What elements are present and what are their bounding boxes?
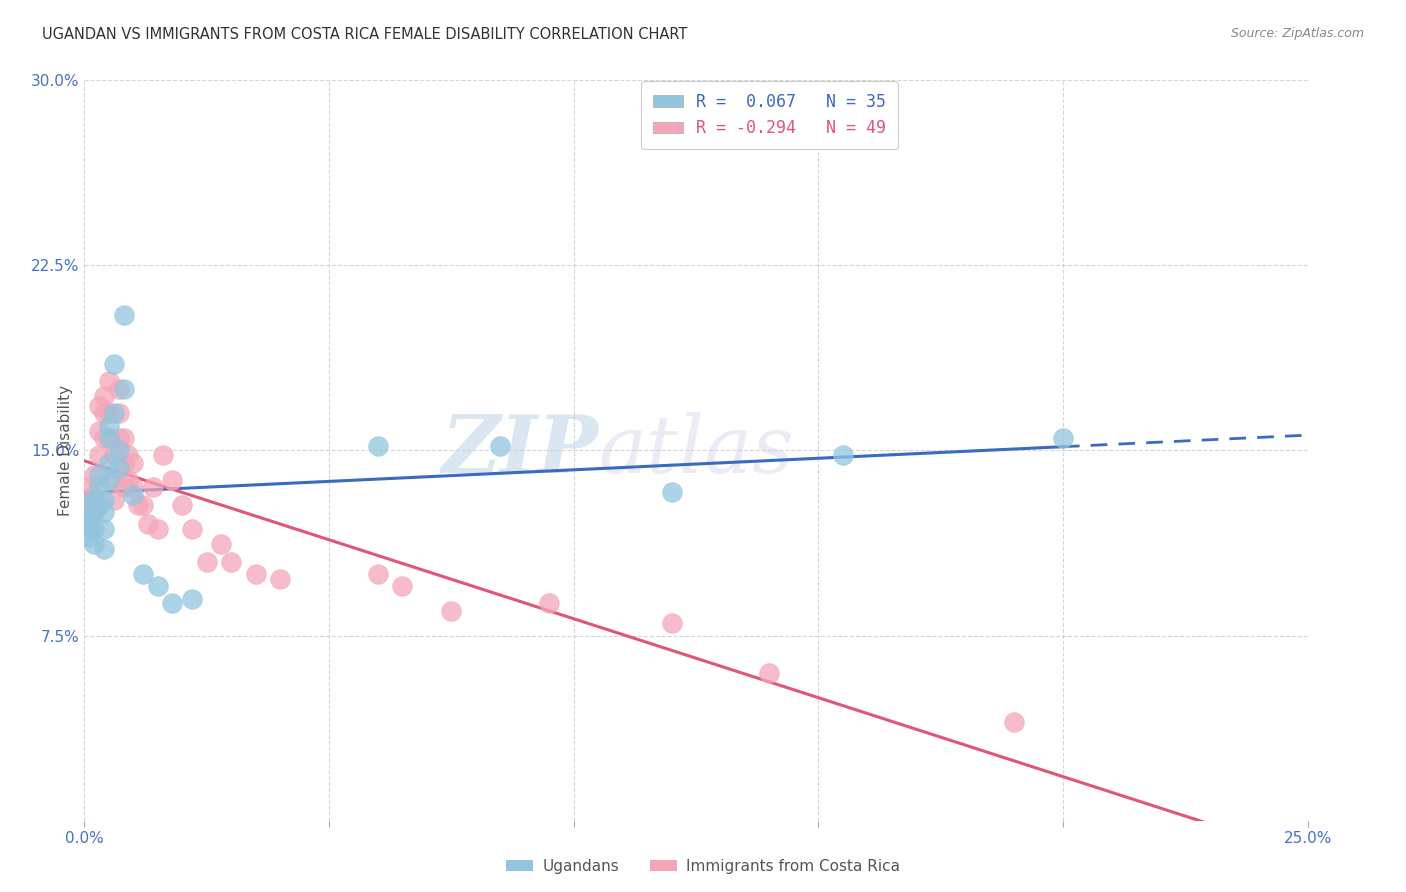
Point: [136, 517, 159, 532]
Point: [117, 449, 139, 463]
Point: [83, 492, 105, 507]
Point: [77, 517, 100, 532]
Text: ZIP: ZIP: [441, 412, 598, 489]
Point: [77, 498, 100, 512]
Point: [146, 523, 169, 537]
Point: [162, 597, 184, 611]
Point: [112, 480, 135, 494]
Point: [77, 530, 100, 544]
Point: [367, 566, 389, 581]
Point: [127, 498, 149, 512]
Point: [103, 357, 125, 371]
Point: [107, 443, 129, 458]
Point: [132, 566, 155, 581]
Point: [107, 407, 129, 421]
Point: [758, 665, 780, 680]
Point: [97, 473, 120, 487]
Point: [538, 597, 561, 611]
Point: [181, 591, 204, 606]
Point: [93, 389, 115, 403]
Point: [103, 449, 125, 463]
Point: [146, 579, 169, 593]
Point: [152, 449, 174, 463]
Point: [77, 480, 100, 494]
Point: [83, 523, 105, 537]
Text: Source: ZipAtlas.com: Source: ZipAtlas.com: [1230, 27, 1364, 40]
Point: [142, 480, 165, 494]
Point: [162, 473, 184, 487]
Point: [97, 407, 120, 421]
Point: [97, 431, 120, 445]
Point: [122, 488, 145, 502]
Text: atlas: atlas: [598, 412, 793, 489]
Point: [172, 498, 194, 512]
Point: [107, 431, 129, 445]
Point: [181, 523, 204, 537]
Point: [83, 488, 105, 502]
Point: [93, 492, 115, 507]
Point: [391, 579, 413, 593]
Point: [132, 498, 155, 512]
Point: [93, 431, 115, 445]
Point: [97, 418, 120, 433]
Point: [83, 505, 105, 519]
Point: [93, 542, 115, 557]
Point: [103, 473, 125, 487]
Point: [112, 456, 135, 470]
Point: [97, 456, 120, 470]
Point: [87, 449, 110, 463]
Point: [93, 407, 115, 421]
Point: [97, 375, 120, 389]
Point: [77, 512, 100, 526]
Point: [112, 431, 135, 445]
Text: UGANDAN VS IMMIGRANTS FROM COSTA RICA FEMALE DISABILITY CORRELATION CHART: UGANDAN VS IMMIGRANTS FROM COSTA RICA FE…: [42, 27, 688, 42]
Point: [83, 468, 105, 483]
Point: [93, 523, 115, 537]
Point: [367, 438, 389, 452]
Point: [489, 438, 512, 452]
Point: [112, 308, 135, 322]
Point: [107, 382, 129, 396]
Point: [269, 572, 291, 586]
Point: [245, 566, 267, 581]
Point: [1052, 431, 1074, 445]
Point: [112, 382, 135, 396]
Point: [77, 498, 100, 512]
Point: [93, 505, 115, 519]
Point: [87, 468, 110, 483]
Point: [87, 399, 110, 413]
Point: [87, 498, 110, 512]
Point: [83, 537, 105, 551]
Point: [87, 480, 110, 494]
Point: [83, 505, 105, 519]
Point: [195, 555, 218, 569]
Point: [77, 523, 100, 537]
Point: [103, 492, 125, 507]
Point: [103, 407, 125, 421]
Legend: R =  0.067   N = 35, R = -0.294   N = 49: R = 0.067 N = 35, R = -0.294 N = 49: [641, 81, 897, 149]
Point: [440, 604, 463, 618]
Point: [831, 449, 853, 463]
Point: [1002, 714, 1025, 729]
Point: [122, 456, 145, 470]
Point: [117, 473, 139, 487]
Point: [219, 555, 242, 569]
Point: [97, 431, 120, 445]
Point: [87, 424, 110, 438]
Point: [661, 485, 683, 500]
Point: [661, 616, 683, 631]
Y-axis label: Female Disability: Female Disability: [58, 384, 73, 516]
Point: [107, 460, 129, 475]
Point: [209, 537, 232, 551]
Point: [122, 480, 145, 494]
Legend: Ugandans, Immigrants from Costa Rica: Ugandans, Immigrants from Costa Rica: [499, 853, 907, 880]
